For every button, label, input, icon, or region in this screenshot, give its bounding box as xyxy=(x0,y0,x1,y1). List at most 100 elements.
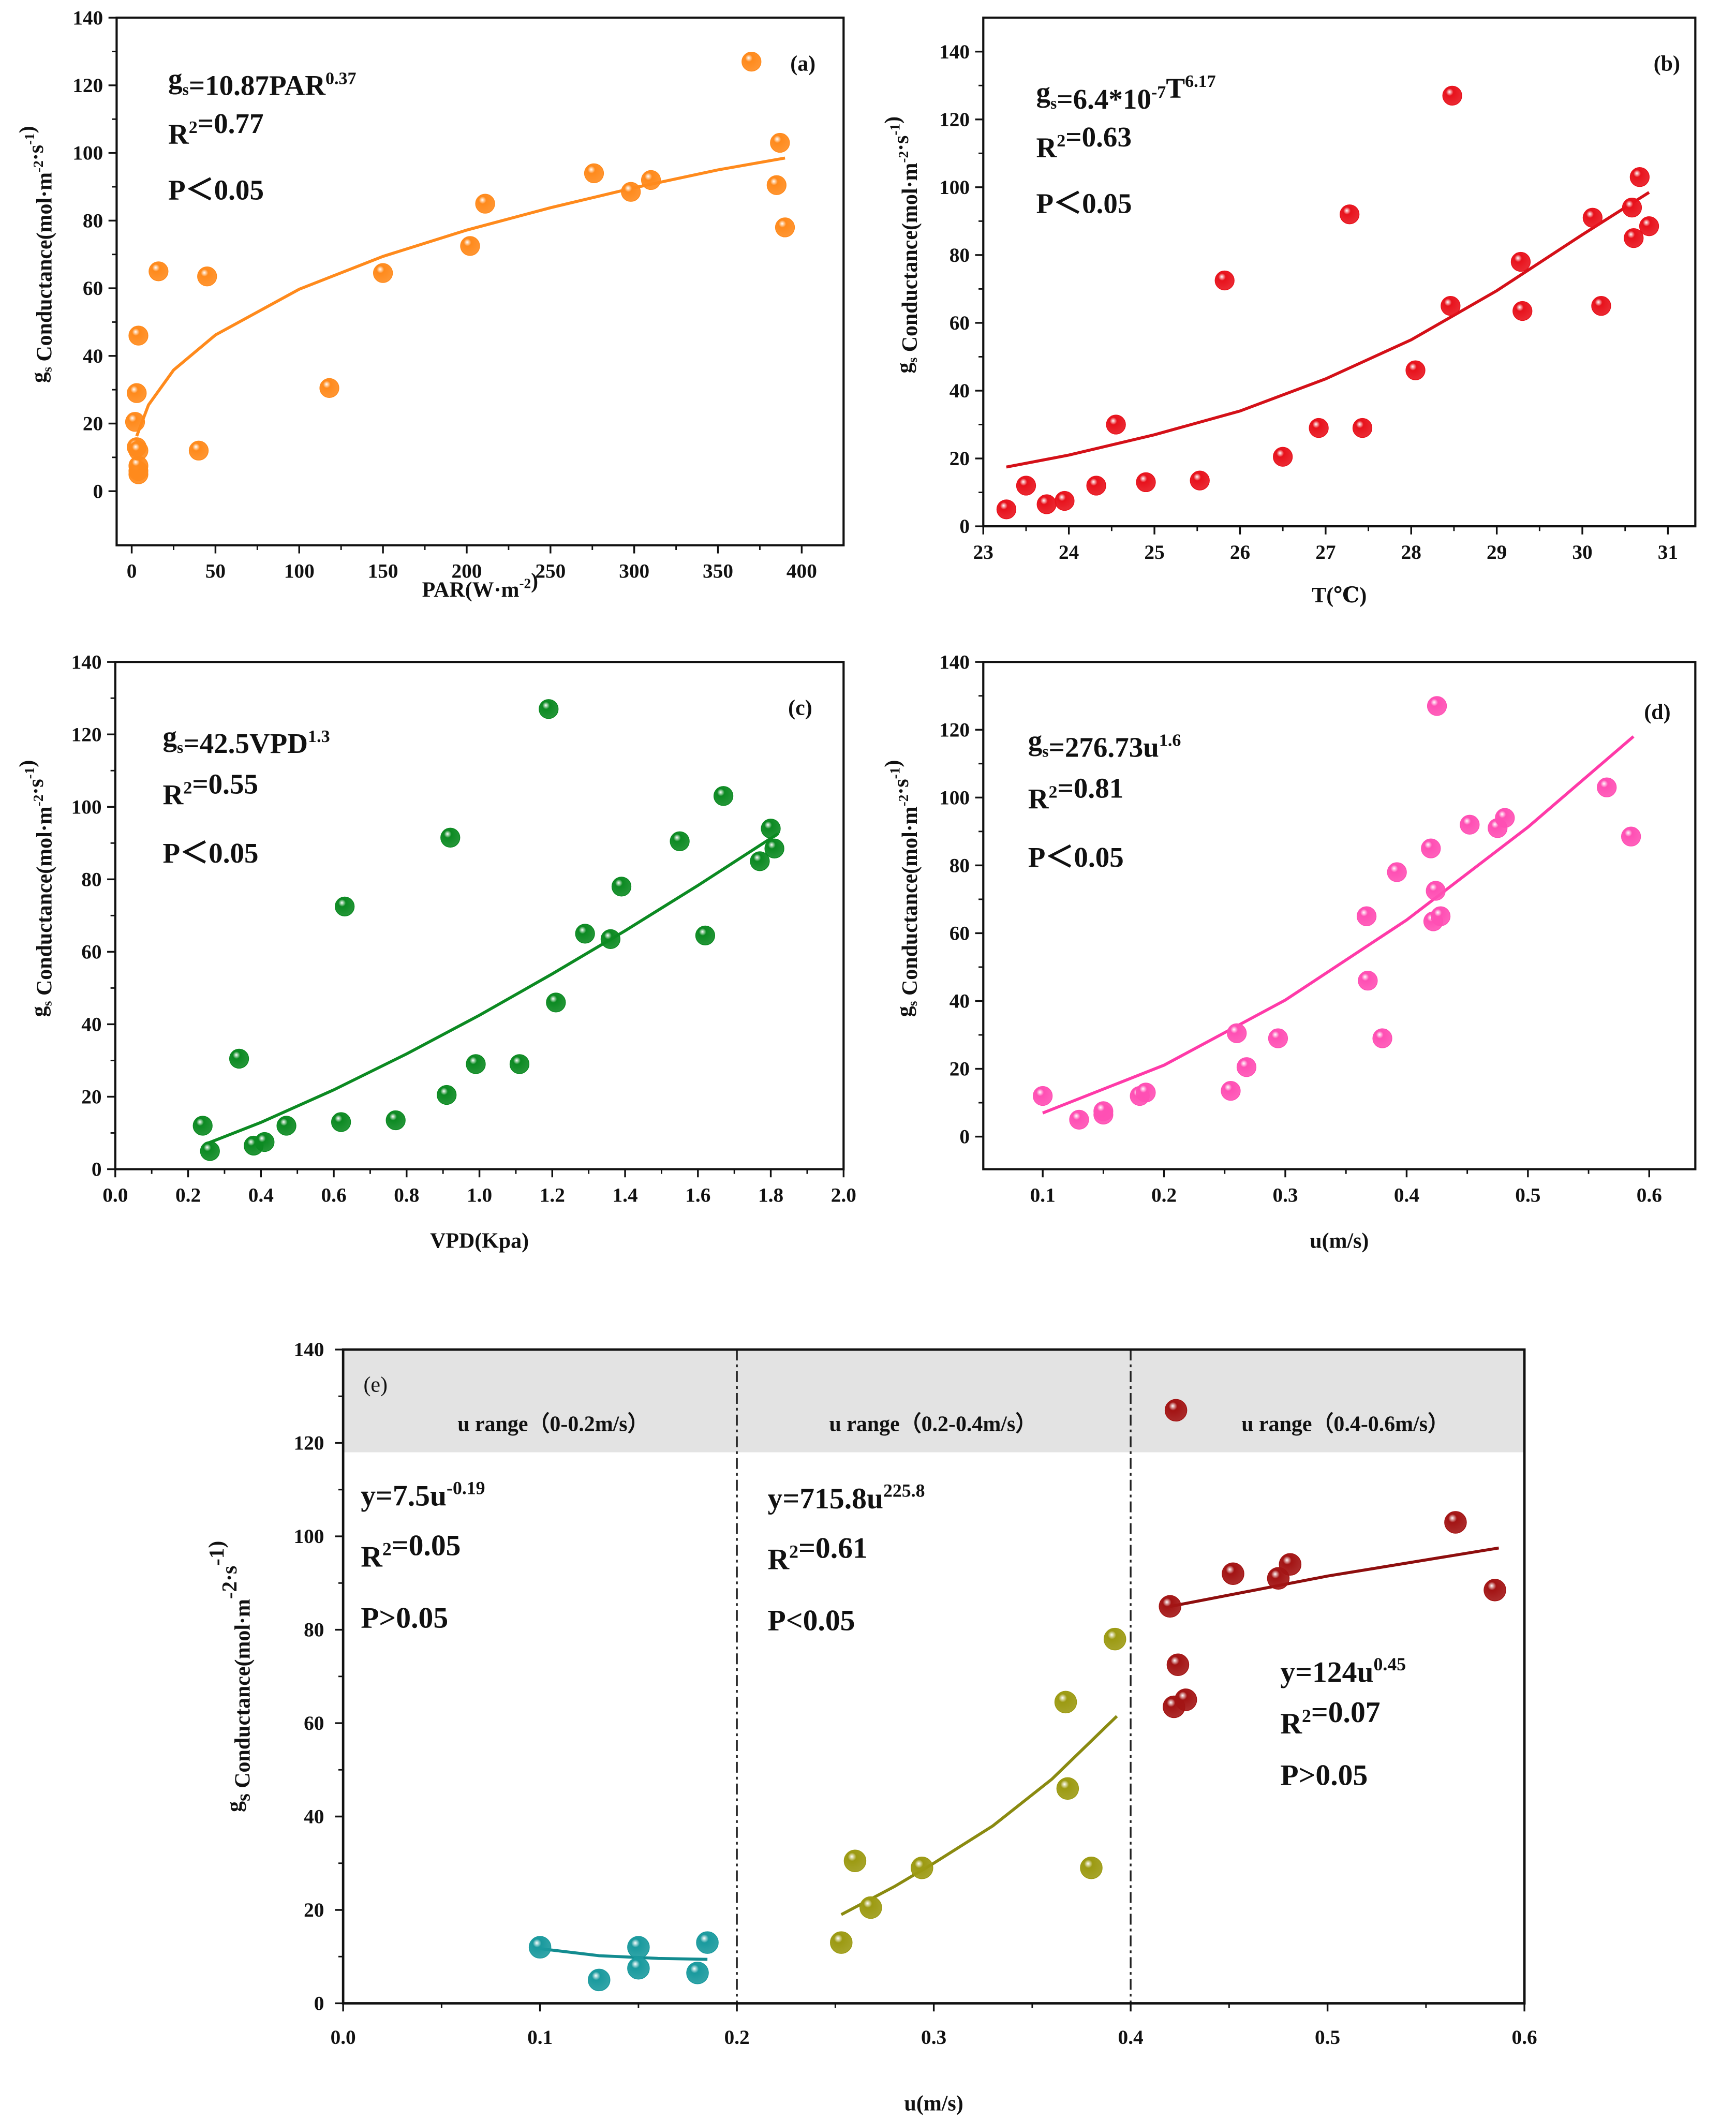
data-point xyxy=(385,1110,406,1131)
y-tick-label: 40 xyxy=(304,1805,324,1828)
y-tick-label: 100 xyxy=(293,1525,324,1548)
text-sup: 0.45 xyxy=(1374,1654,1406,1674)
data-point xyxy=(509,1054,530,1074)
text-segment: T xyxy=(1166,72,1185,104)
text-sup: -1 xyxy=(887,124,902,136)
y-tick-label: 20 xyxy=(949,1058,970,1080)
range-header: u range（0.4-0.6m/s） xyxy=(1241,1412,1449,1436)
data-point xyxy=(1056,1777,1079,1800)
y-tick-label: 120 xyxy=(939,718,970,741)
data-point xyxy=(627,1957,650,1980)
x-axis-title: PAR(W·m-2) xyxy=(422,570,539,602)
data-point xyxy=(1054,1691,1077,1714)
x-tick-label: 1.8 xyxy=(758,1183,783,1206)
x-axis-title: u(m/s) xyxy=(1310,1229,1369,1253)
data-point xyxy=(1624,228,1644,248)
text-sub: s xyxy=(232,1793,254,1801)
data-point xyxy=(437,1085,457,1105)
panel-label: (b) xyxy=(1654,52,1680,76)
text-segment: y=124u xyxy=(1280,1656,1373,1688)
text-segment: =276.73u xyxy=(1049,732,1159,763)
plot-frame xyxy=(115,17,845,546)
x-tick-label: 50 xyxy=(205,560,226,583)
x-tick-label: 350 xyxy=(703,560,733,583)
data-point xyxy=(859,1896,882,1919)
y-tick-label: 120 xyxy=(72,74,103,97)
x-axis-title: T(℃) xyxy=(1312,584,1367,607)
x-tick-label: 1.6 xyxy=(685,1183,710,1206)
data-point xyxy=(1387,862,1407,882)
data-point xyxy=(1421,838,1441,858)
y-tick-label: 140 xyxy=(939,650,970,673)
text-segment: =0.05 xyxy=(392,1529,461,1562)
x-tick-label: 0.6 xyxy=(1512,2026,1537,2049)
fit-equation-line: R2=0.81 xyxy=(1028,772,1123,814)
x-tick-label: 0.6 xyxy=(321,1183,346,1206)
data-point xyxy=(588,1968,611,1992)
text-segment: g xyxy=(1036,77,1051,108)
text-segment: =10.87PAR xyxy=(189,70,326,101)
text-sup: -7 xyxy=(1151,83,1166,102)
data-point xyxy=(830,1931,853,1954)
data-point xyxy=(1016,476,1036,496)
text-segment: =0.07 xyxy=(1311,1696,1381,1729)
x-tick-label: 31 xyxy=(1658,541,1678,564)
data-point xyxy=(750,851,770,871)
text-sub: s xyxy=(177,738,183,757)
panel-label: (a) xyxy=(790,52,815,76)
text-segment: R xyxy=(361,1540,383,1573)
y-tick-label: 80 xyxy=(304,1619,324,1641)
y-tick-label: 0 xyxy=(93,480,103,502)
y-tick-label: 0 xyxy=(92,1158,102,1181)
plot-frame xyxy=(982,17,1697,528)
text-sup: 2 xyxy=(382,1538,392,1559)
fit-curve xyxy=(135,156,785,437)
text-segment: g xyxy=(223,1801,247,1812)
y-tick-label: 80 xyxy=(949,854,970,877)
text-segment: P＜0.05 xyxy=(168,174,264,205)
text-segment: P＜0.05 xyxy=(1036,188,1132,219)
fit-equation-line: R2=0.77 xyxy=(168,108,263,150)
text-segment: =0.63 xyxy=(1065,121,1132,153)
data-point xyxy=(1629,167,1650,187)
text-segment: T(℃) xyxy=(1312,584,1367,607)
y-tick-label: 0 xyxy=(314,1992,324,2015)
data-point xyxy=(1159,1595,1181,1618)
text-sub: s xyxy=(906,358,920,363)
x-tick-label: 0.5 xyxy=(1315,2026,1340,2049)
data-point xyxy=(1166,1653,1190,1676)
text-segment: =0.77 xyxy=(198,108,264,139)
text-segment: =6.4*10 xyxy=(1057,83,1151,115)
data-point xyxy=(1441,296,1461,316)
data-point xyxy=(1136,1083,1156,1103)
data-point xyxy=(1427,696,1447,716)
text-segment: =0.61 xyxy=(798,1532,868,1565)
y-tick-label: 20 xyxy=(949,447,970,470)
data-point xyxy=(911,1857,933,1879)
data-point xyxy=(1582,207,1603,228)
y-tick-label: 120 xyxy=(939,108,970,131)
y-axis-title: gs Conductance(mol·m-2·s-1) xyxy=(205,1541,255,1812)
text-segment: R xyxy=(1280,1708,1302,1740)
y-tick-label: 60 xyxy=(949,922,970,945)
data-point xyxy=(1621,826,1641,847)
x-tick-label: 0.1 xyxy=(1030,1183,1056,1206)
fit-equation-line: gs=42.5VPD1.3 xyxy=(163,721,330,759)
range-header: u range（0-0.2m/s） xyxy=(457,1412,649,1436)
text-segment: ·s xyxy=(24,145,48,160)
data-point xyxy=(1442,85,1462,106)
x-tick-label: 0.2 xyxy=(1151,1183,1177,1206)
x-axis-title: VPD(Kpa) xyxy=(430,1229,529,1253)
data-point xyxy=(1444,1511,1467,1534)
data-point xyxy=(1430,906,1451,926)
text-sup: 1.6 xyxy=(1159,731,1181,750)
data-point xyxy=(584,163,604,183)
data-point xyxy=(621,182,641,202)
data-point xyxy=(229,1048,249,1069)
x-tick-label: 0.0 xyxy=(331,2026,356,2049)
data-point xyxy=(1136,472,1156,493)
y-tick-label: 120 xyxy=(293,1432,324,1455)
data-point xyxy=(741,52,762,72)
data-point xyxy=(1372,1028,1392,1048)
panel-e: 0.0 0.1 0.2 0.3 0.4 0.5 0.6 0 20 40 60 80 100 120 140 u… xyxy=(205,1338,1537,2115)
